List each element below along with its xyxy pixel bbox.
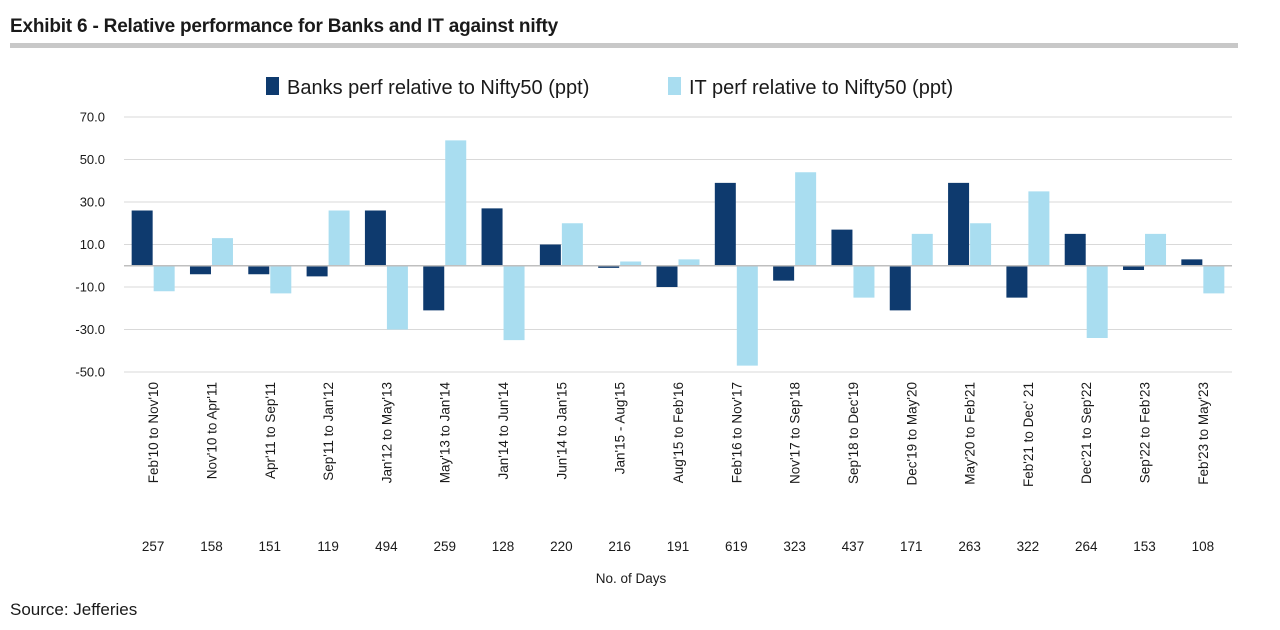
days-labels: 257 158 151 119 494 259 128 220 216 191 619 323 437 1… [142,539,1214,554]
bar-it [153,265,175,292]
category-label: Sep'11 to Jan'12 [321,382,336,481]
bar-it [386,265,408,330]
source-note: Source: Jefferies [10,600,138,619]
category-label: Feb'21 to Dec' 21 [1021,382,1036,487]
bar-banks [831,229,853,266]
y-tick-label: -50.0 [75,365,105,380]
bar-banks [714,182,736,266]
bar-banks [539,244,561,266]
days-label: 264 [1075,539,1098,554]
bar-banks [131,210,153,266]
category-label: Jun'14 to Jan'15 [554,382,569,479]
bar-it [853,265,875,298]
category-label: Sep'22 to Feb'23 [1138,382,1153,483]
days-label: 158 [200,539,223,554]
bar-banks [248,265,270,275]
bar-it [561,223,583,266]
bar-banks [656,265,678,287]
days-label: 119 [317,539,339,554]
bar-banks [889,265,911,311]
bar-it [503,265,525,341]
category-label: Jan'15 - Aug'15 [613,382,628,474]
bar-it [1203,265,1225,294]
bar-banks [1123,265,1145,270]
bar-banks [773,265,795,281]
days-label: 322 [1017,539,1040,554]
bar-banks [1181,259,1203,266]
exhibit-title: Exhibit 6 - Relative performance for Ban… [10,16,559,37]
days-label: 259 [433,539,456,554]
category-labels: Feb'10 to Nov'10 Nov'10 to Apr'11 Apr'11 t… [146,382,1211,487]
bar-banks [423,265,445,311]
category-label: Nov'17 to Sep'18 [788,382,803,484]
bar-it [328,210,350,266]
days-label: 437 [842,539,865,554]
y-tick-label: 50.0 [80,152,105,167]
bar-banks [481,208,503,266]
days-label: 151 [259,539,282,554]
bar-banks [364,210,386,266]
days-label: 128 [492,539,515,554]
days-label: 216 [608,539,631,554]
days-label: 220 [550,539,573,554]
category-label: Apr'11 to Sep'11 [263,382,278,479]
days-label: 494 [375,539,398,554]
y-tick-label: -10.0 [75,280,105,295]
bar-it [678,259,700,266]
category-label: Dec'19 to May'20 [904,382,919,485]
bar-it [1086,265,1108,338]
category-label: May'13 to Jan'14 [438,382,453,484]
bar-it [736,265,758,366]
bar-it [620,261,642,266]
days-label: 263 [958,539,981,554]
y-tick-label: -30.0 [75,322,105,337]
category-label: Feb'23 to May'23 [1196,382,1211,485]
category-label: Aug'15 to Feb'16 [671,382,686,483]
legend-label-banks: Banks perf relative to Nifty50 (ppt) [287,77,589,99]
y-tick-label: 10.0 [80,237,105,252]
days-label: 108 [1192,539,1215,554]
days-label: 619 [725,539,748,554]
bar-banks [1064,233,1086,266]
bar-it [795,172,817,266]
bar-chart: 70.0 50.0 30.0 10.0 -10.0 -30.0 -50.0 Feb'10 t… [75,77,1232,586]
legend: Banks perf relative to Nifty50 (ppt) IT … [266,77,953,99]
legend-label-it: IT perf relative to Nifty50 (ppt) [689,77,953,99]
y-tick-label: 30.0 [80,195,105,210]
legend-swatch-banks [266,77,279,95]
days-label: 323 [783,539,806,554]
bar-it [1028,191,1050,266]
days-label: 171 [900,539,923,554]
bar-banks [189,265,211,275]
days-label: 153 [1133,539,1156,554]
y-tick-label: 70.0 [80,110,105,125]
title-divider [10,43,1238,48]
legend-swatch-it [668,77,681,95]
category-label: Jan'12 to May'13 [379,382,394,483]
category-label: Feb'10 to Nov'10 [146,382,161,483]
bar-it [970,223,992,266]
category-label: Feb'16 to Nov'17 [729,382,744,483]
days-label: 191 [667,539,690,554]
bar-it [445,140,467,266]
bar-it [1145,233,1167,266]
category-label: Sep'18 to Dec'19 [846,382,861,484]
bar-banks [1006,265,1028,298]
bar-banks [598,265,620,268]
category-label: Jan'14 to Jun'14 [496,382,511,480]
grid-lines [124,116,1232,373]
category-label: Nov'10 to Apr'11 [204,382,219,479]
bars [131,140,1225,366]
bar-banks [306,265,328,277]
y-axis-ticks: 70.0 50.0 30.0 10.0 -10.0 -30.0 -50.0 [75,110,105,380]
bar-it [270,265,292,294]
category-label: Dec'21 to Sep'22 [1079,382,1094,484]
bar-it [211,238,233,266]
days-label: 257 [142,539,165,554]
category-label: May'20 to Feb'21 [963,382,978,485]
bar-it [911,233,933,266]
bar-banks [948,182,970,266]
x-axis-title: No. of Days [596,571,667,586]
